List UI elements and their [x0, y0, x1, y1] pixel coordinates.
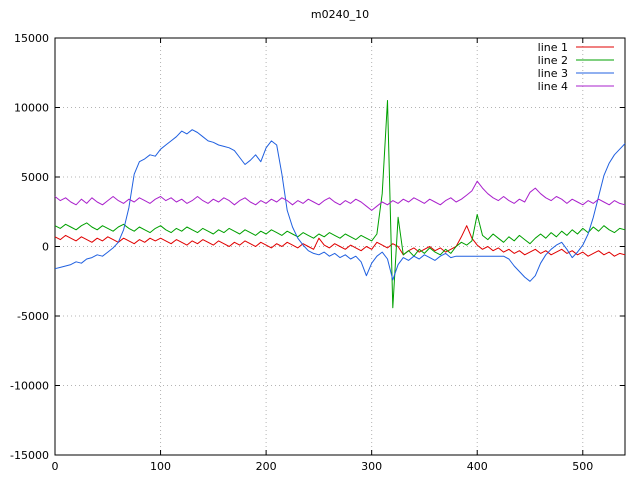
y-tick-label: 15000 — [14, 32, 49, 45]
x-tick-label: 100 — [150, 460, 171, 473]
x-tick-label: 300 — [361, 460, 382, 473]
x-tick-label: 0 — [52, 460, 59, 473]
y-tick-label: -10000 — [10, 380, 49, 393]
y-tick-label: 5000 — [21, 171, 49, 184]
y-tick-label: -15000 — [10, 449, 49, 462]
chart-title: m0240_10 — [311, 8, 369, 21]
x-tick-label: 500 — [572, 460, 593, 473]
y-tick-label: -5000 — [17, 310, 49, 323]
y-tick-label: 10000 — [14, 102, 49, 115]
series-line-2 — [54, 100, 626, 309]
series-line-4 — [54, 180, 626, 211]
legend-label: line 3 — [538, 67, 568, 80]
legend-label: line 1 — [538, 41, 568, 54]
series-line-1 — [54, 225, 626, 257]
y-tick-label: 0 — [42, 241, 49, 254]
x-tick-label: 400 — [467, 460, 488, 473]
series-line-3 — [54, 129, 626, 282]
legend-label: line 4 — [538, 80, 568, 93]
x-tick-label: 200 — [256, 460, 277, 473]
legend-label: line 2 — [538, 54, 568, 67]
